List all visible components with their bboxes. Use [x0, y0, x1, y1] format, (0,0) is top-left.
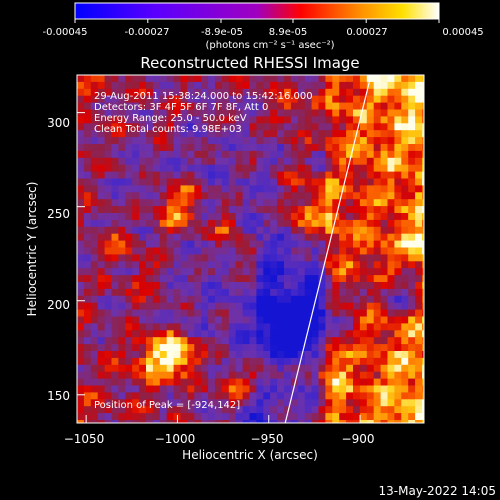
colorbar-tick-2: -8.9e-05	[201, 27, 243, 38]
y-tick-label-2: 250	[47, 207, 70, 221]
colorbar-tick-4: 0.00027	[346, 27, 387, 38]
colorbar-tick-3: 8.9e-05	[269, 27, 307, 38]
colorbar-tick-1: -0.00027	[125, 27, 170, 38]
solar-limb-line	[284, 75, 372, 423]
y-tick-label-3: 300	[47, 116, 70, 130]
colorbar	[74, 2, 440, 20]
x-axis-label: Heliocentric X (arcsec)	[182, 448, 318, 462]
annotation-detectors: Detectors: 3F 4F 5F 6F 7F 8F, Att 0	[94, 102, 268, 113]
colorbar-unit-label: (photons cm⁻² s⁻¹ asec⁻²)	[205, 40, 334, 51]
annotation-clean-counts: Clean Total counts: 9.98E+03	[94, 124, 242, 135]
footer-timestamp: 13-May-2022 14:05	[379, 484, 496, 498]
y-axis-label: Heliocentric Y (arcsec)	[25, 182, 39, 317]
heatmap	[77, 75, 424, 423]
annotation-time-range: 29-Aug-2011 15:38:24.000 to 15:42:16.000	[94, 91, 313, 102]
plot-frame	[76, 74, 425, 424]
colorbar-tick-5: 0.00045	[442, 27, 483, 38]
y-tick-label-1: 200	[47, 298, 70, 312]
x-tick-label-2: −950	[251, 432, 284, 446]
y-axis-ticks	[77, 112, 85, 396]
x-tick-label-0: −1050	[64, 432, 105, 446]
y-tick-label-0: 150	[47, 389, 70, 403]
colorbar-ticks	[74, 19, 440, 23]
chart-title: Reconstructed RHESSI Image	[140, 54, 359, 72]
x-tick-label-1: −1000	[155, 432, 196, 446]
annotation-peak-position: Position of Peak = [-924,142]	[94, 400, 240, 411]
annotation-energy-range: Energy Range: 25.0 - 50.0 keV	[94, 113, 247, 124]
x-tick-label-3: −900	[342, 432, 375, 446]
x-axis-ticks	[85, 415, 361, 423]
colorbar-tick-0: -0.00045	[43, 27, 88, 38]
